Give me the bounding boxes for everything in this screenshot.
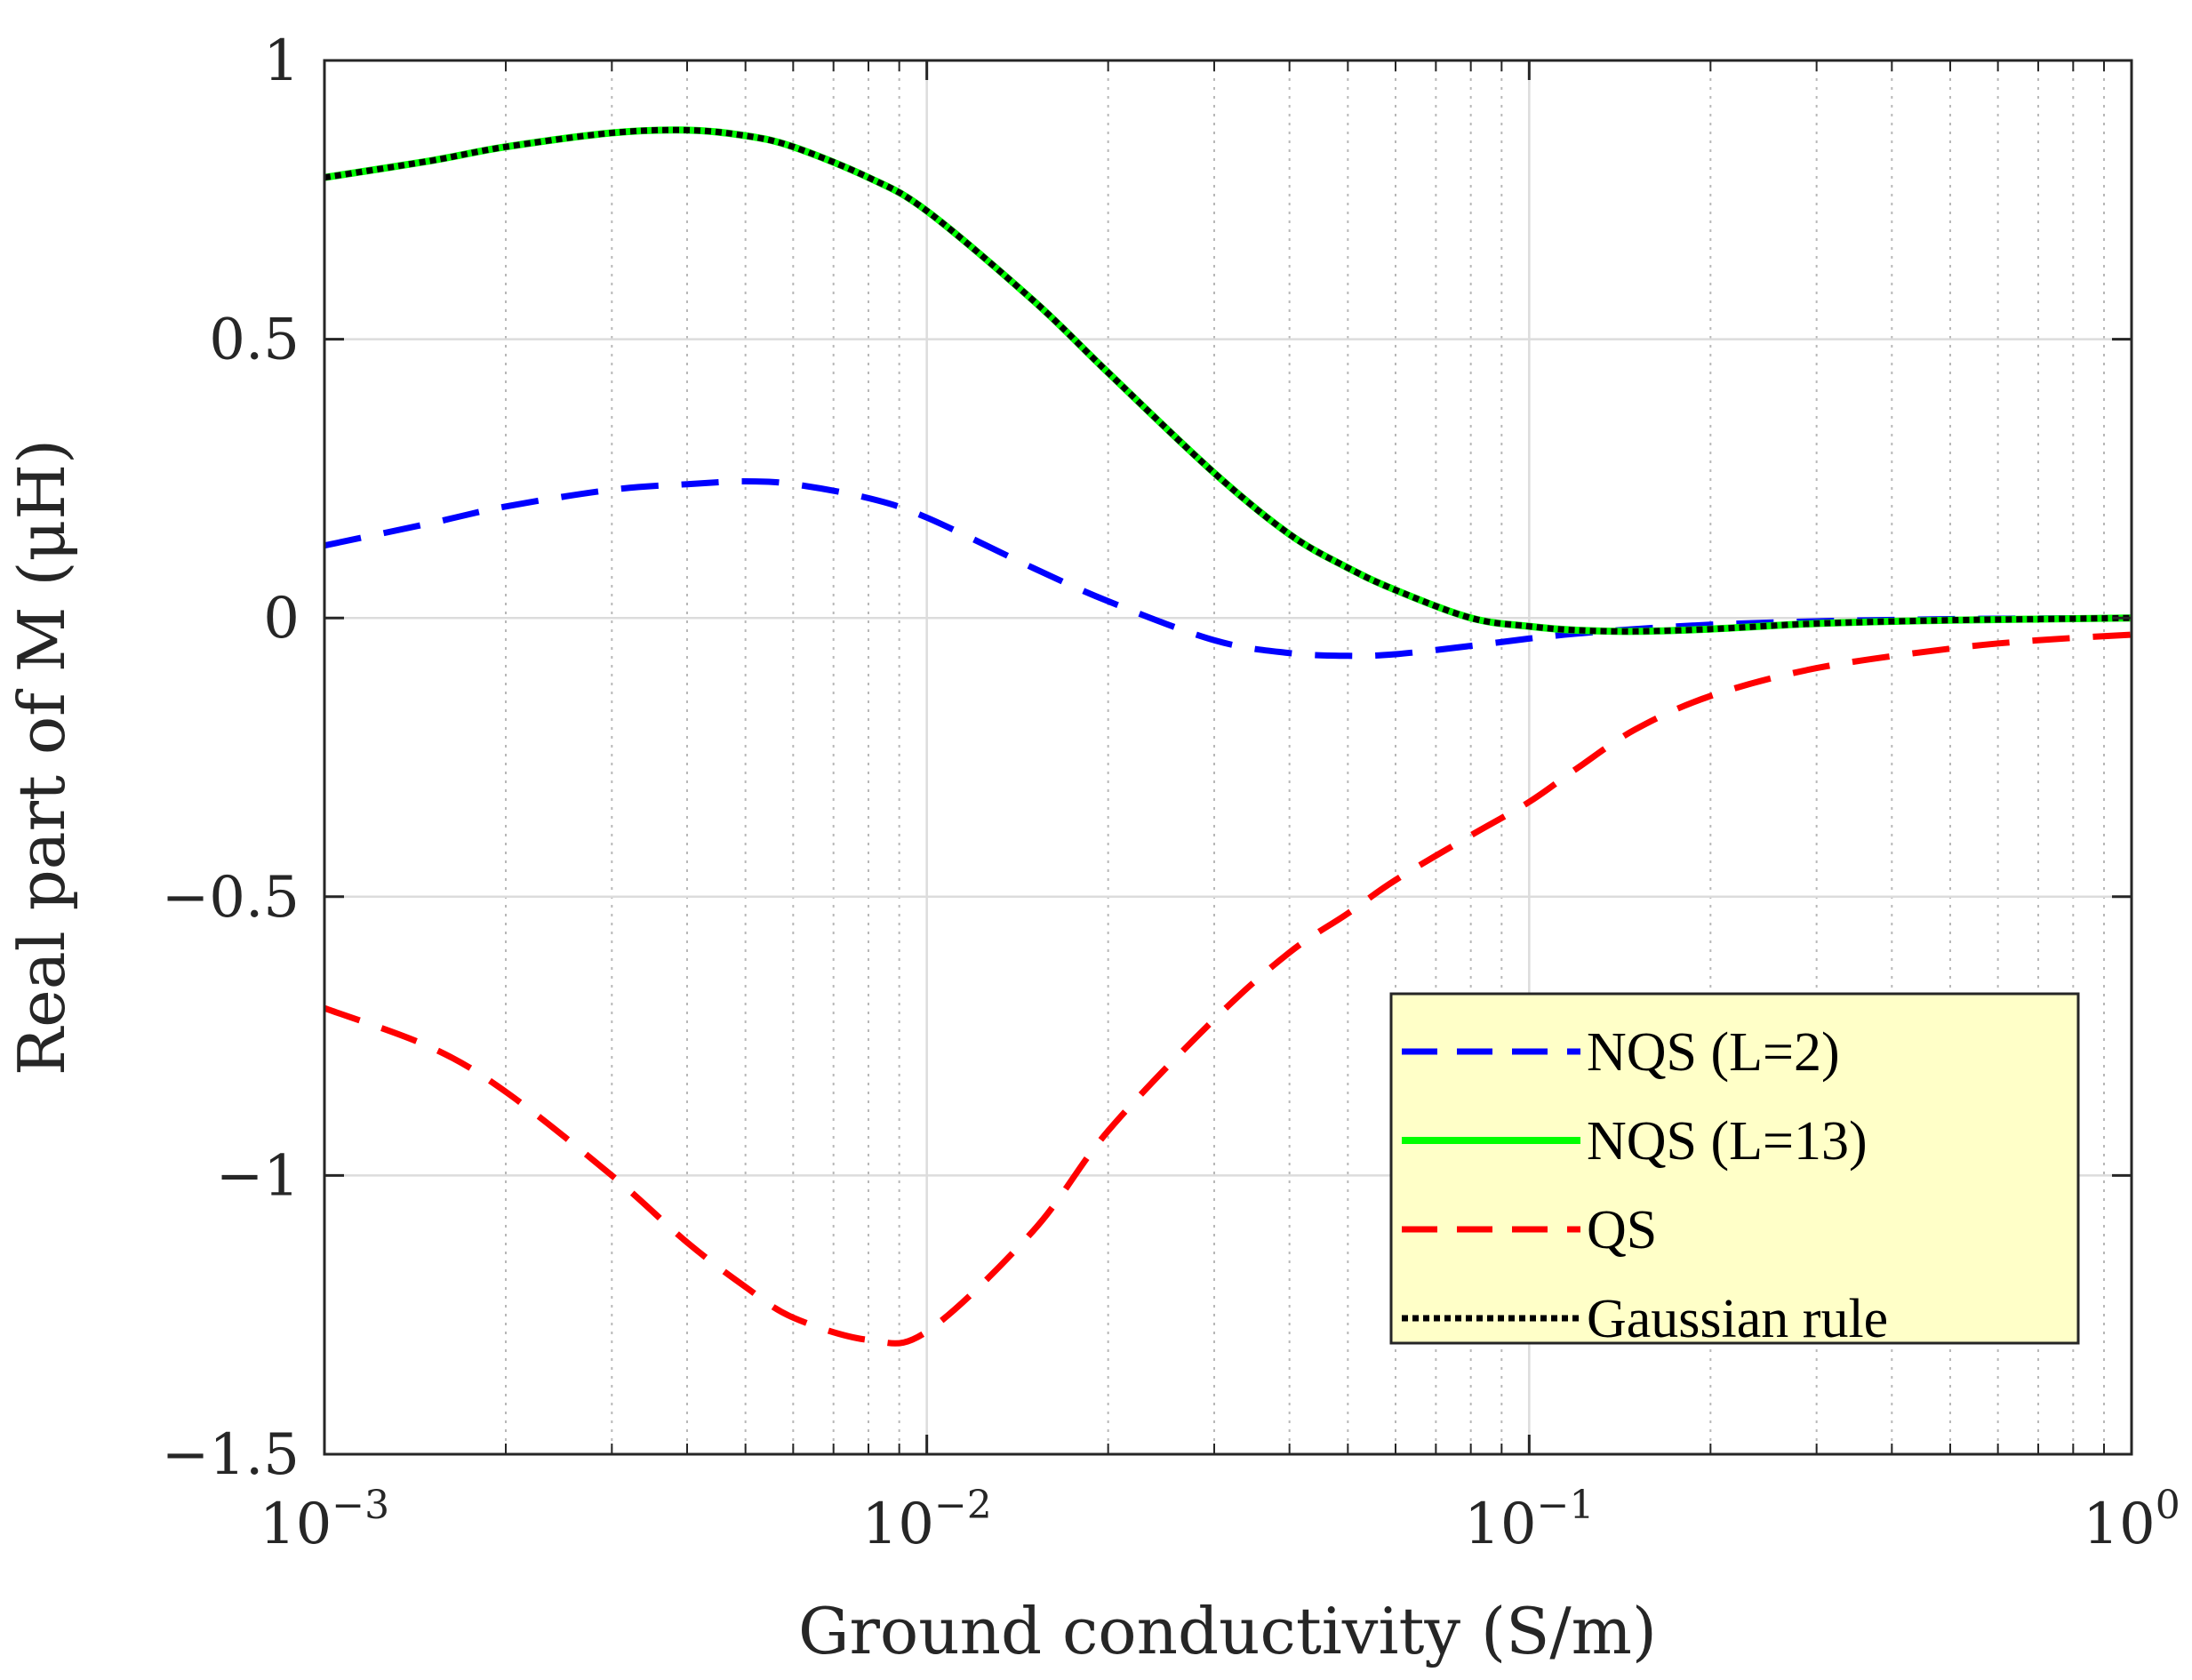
series-line-nqs-l-13 — [324, 126, 2132, 636]
y-tick-label: −0.5 — [162, 865, 300, 931]
x-tick-label: 100 — [2083, 1483, 2180, 1557]
x-axis-title: Ground conductivity (S/m) — [798, 1594, 1657, 1668]
plot-frame — [323, 59, 2133, 1456]
legend-box — [1389, 992, 2080, 1345]
x-tick-label: 10−3 — [260, 1483, 389, 1557]
legend-label-gaussian-rule: Gaussian rule — [1587, 1289, 1888, 1349]
y-tick-label: −1.5 — [162, 1422, 300, 1488]
series-group — [323, 126, 2132, 1347]
legend-items: NQS (L=2) NQS (L=13) QS Gaussian rule — [1402, 1022, 1888, 1349]
y-tick-label: 0 — [263, 586, 300, 652]
y-tick-label: 0.5 — [209, 308, 300, 373]
legend-label-nqs-l-13: NQS (L=13) — [1587, 1111, 1868, 1172]
series-line-qs — [323, 631, 2132, 1347]
legend-label-nqs-l-2: NQS (L=2) — [1587, 1022, 1840, 1083]
y-axis-title: Real part of M (μH) — [4, 439, 79, 1076]
y-tick-label: 1 — [263, 28, 300, 94]
y-tick-label: −1 — [216, 1143, 300, 1209]
axis-ticks — [323, 59, 2133, 1456]
legend-label-qs: QS — [1587, 1200, 1657, 1260]
tick-labels: 10−3 10−2 10−1 100 1 0.5 0 −0.5 −1 −1.5 — [162, 28, 2180, 1557]
legend: NQS (L=2) NQS (L=13) QS Gaussian rule — [1389, 992, 2080, 1349]
x-tick-label: 10−2 — [862, 1483, 992, 1557]
x-tick-label: 10−1 — [1464, 1483, 1594, 1557]
